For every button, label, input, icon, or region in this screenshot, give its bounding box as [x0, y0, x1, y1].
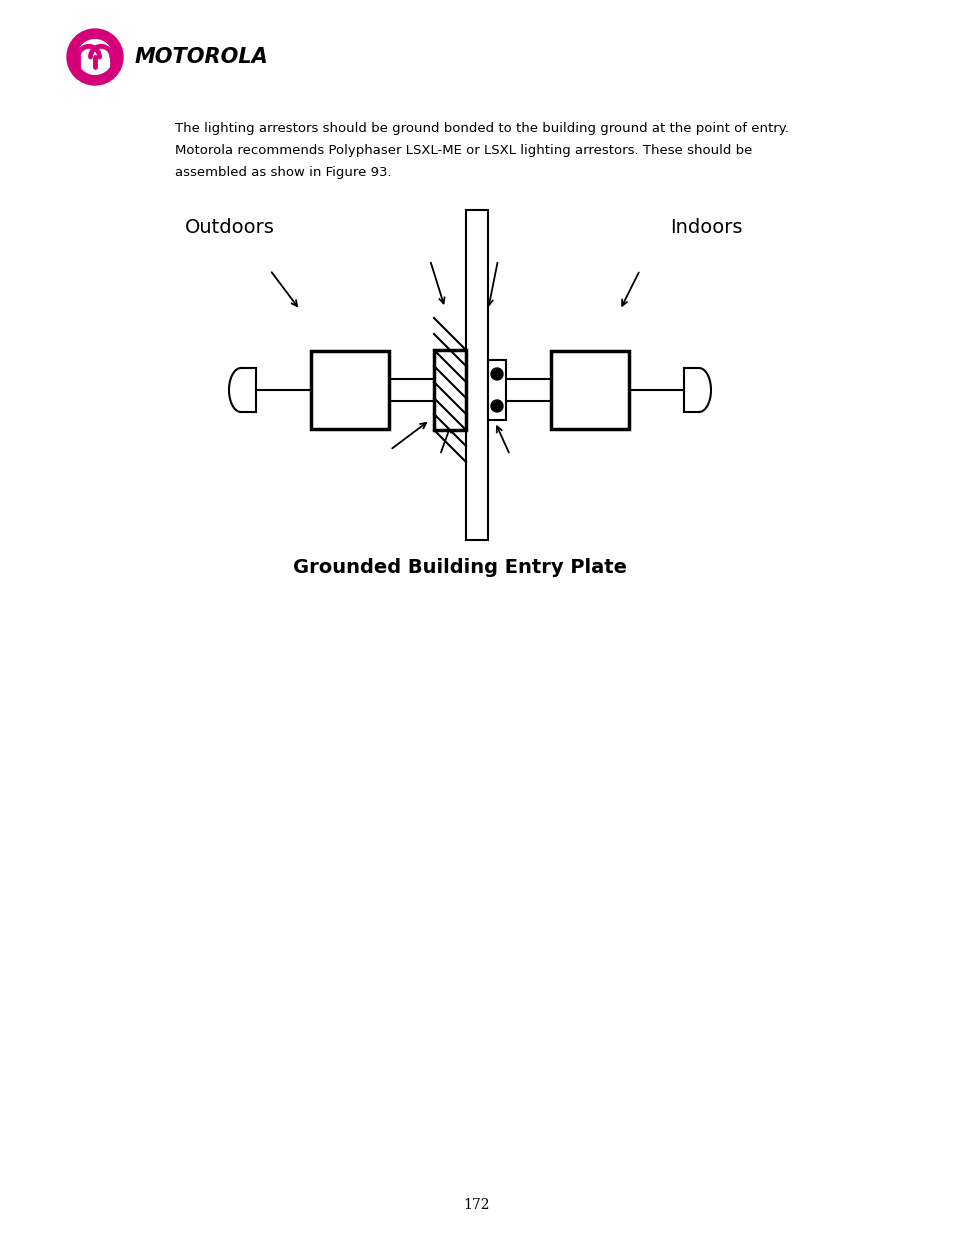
Text: Grounded Building Entry Plate: Grounded Building Entry Plate	[293, 558, 626, 577]
Circle shape	[491, 400, 502, 412]
Bar	[488, 359, 505, 420]
Text: Outdoors: Outdoors	[185, 219, 274, 237]
Text: 172: 172	[463, 1198, 490, 1212]
Circle shape	[67, 28, 123, 85]
Text: MOTOROLA: MOTOROLA	[135, 47, 269, 67]
Bar	[551, 351, 628, 429]
Text: assembled as show in Figure 93.: assembled as show in Figure 93.	[174, 165, 392, 179]
Text: Motorola recommends Polyphaser LSXL-ME or LSXL lighting arrestors. These should : Motorola recommends Polyphaser LSXL-ME o…	[174, 144, 752, 157]
Bar	[434, 350, 465, 430]
Bar	[465, 210, 488, 540]
Bar	[311, 351, 389, 429]
Text: The lighting arrestors should be ground bonded to the building ground at the poi: The lighting arrestors should be ground …	[174, 122, 788, 135]
Circle shape	[77, 40, 112, 74]
Text: Indoors: Indoors	[669, 219, 741, 237]
Circle shape	[491, 368, 502, 380]
